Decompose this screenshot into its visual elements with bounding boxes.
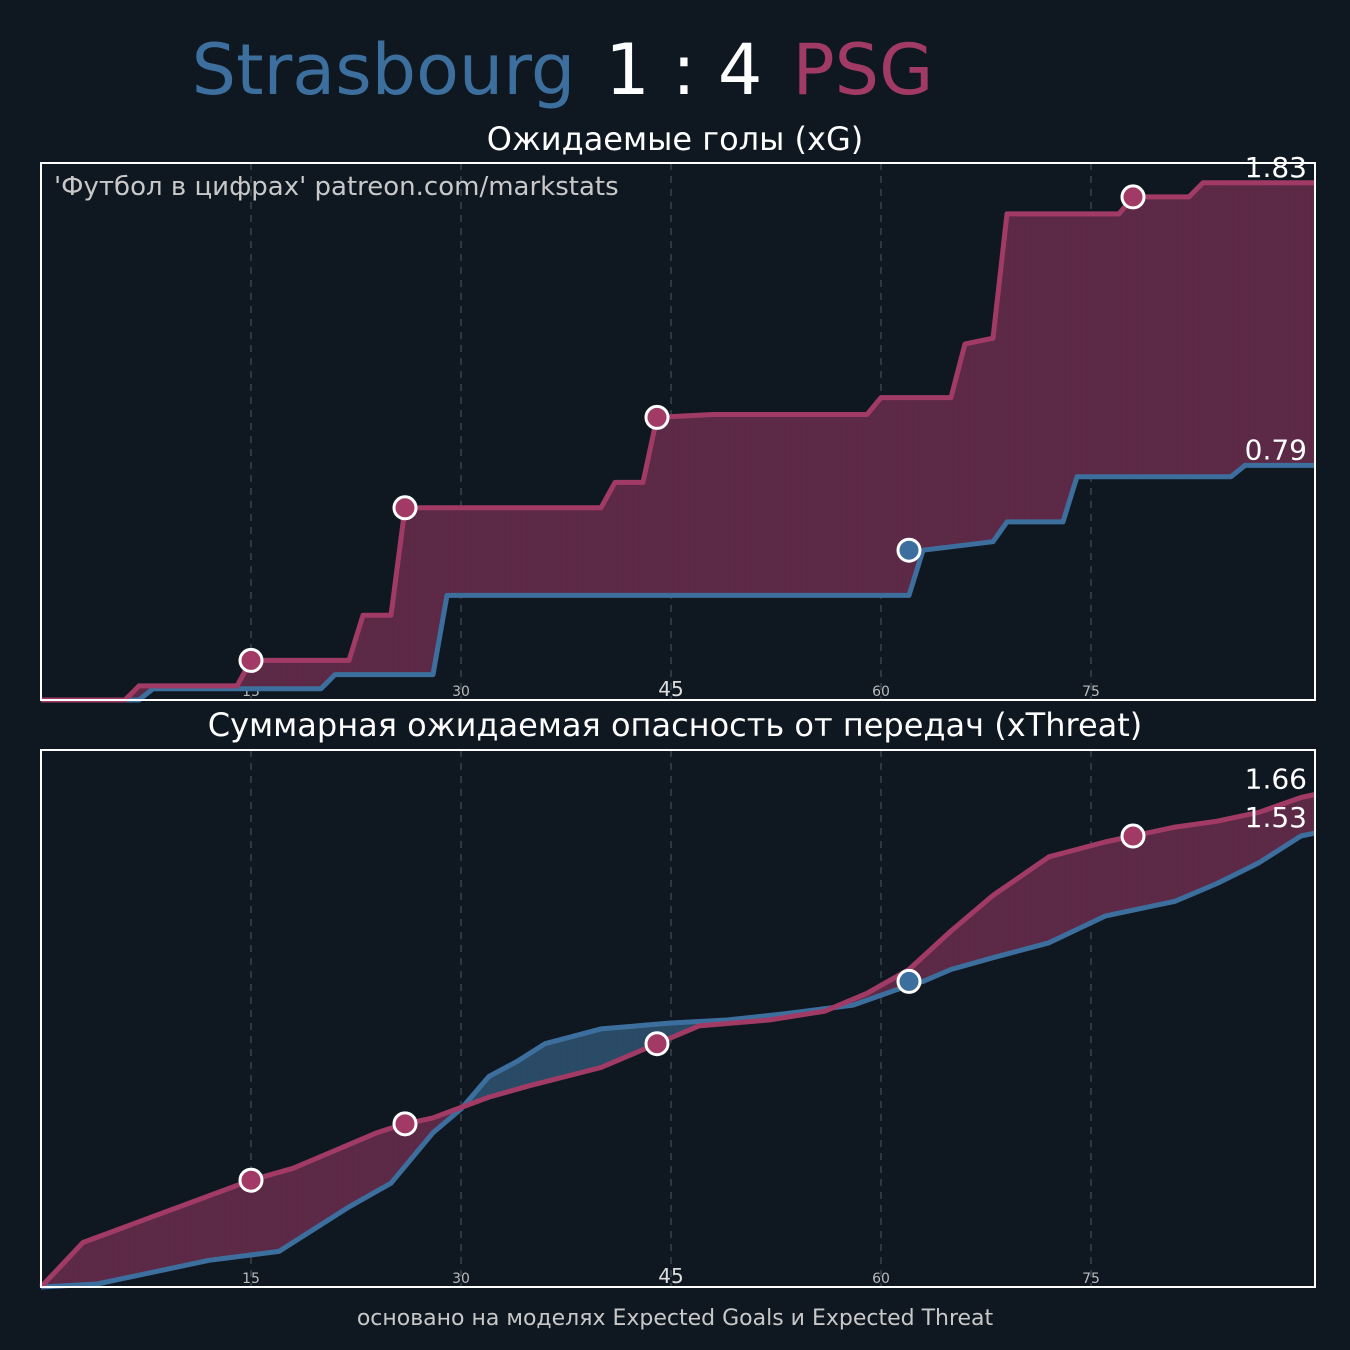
score: 1 : 4 (605, 29, 763, 111)
x-tick-label: 75 (1082, 1271, 1100, 1287)
series-line-strasbourg (40, 830, 1316, 1290)
goal-marker (392, 495, 418, 521)
goal-marker (238, 647, 264, 673)
chart-panel-1: 15 30 45 60 75 1.66 1.53 (39, 749, 1316, 1290)
xg-chart-title: Ожидаемые голы (xG) (486, 120, 864, 158)
scoreline: Strasbourg 1 : 4 PSG (0, 30, 1125, 110)
goal-marker (238, 1167, 264, 1193)
away-team-name: PSG (792, 29, 934, 111)
end-value-label: 1.66 (1245, 763, 1307, 796)
x-tick-label: 45 (658, 677, 683, 701)
chart-frame (40, 162, 1316, 701)
x-tick-label: 75 (1082, 684, 1100, 700)
x-tick-label: 30 (452, 684, 470, 700)
goal-marker (896, 537, 922, 563)
goal-marker (1120, 184, 1146, 210)
chart-frame (40, 749, 1316, 1288)
goal-marker (644, 1031, 670, 1057)
goal-marker (1120, 823, 1146, 849)
x-tick-label: 60 (872, 684, 890, 700)
chart-panel-0: 15 30 45 60 751.830.79 (40, 151, 1316, 703)
x-tick-label: 60 (872, 1271, 890, 1287)
footer-note: основано на моделях Expected Goals и Exp… (356, 1306, 994, 1331)
home-team-name: Strasbourg (191, 29, 576, 111)
end-value-label: 1.53 (1245, 801, 1307, 834)
end-value-label: 1.83 (1245, 151, 1307, 184)
goal-marker (392, 1111, 418, 1137)
xthreat-chart-title: Суммарная ожидаемая опасность от передач… (207, 706, 1143, 744)
x-tick-label: 45 (658, 1264, 683, 1288)
end-value-label: 0.79 (1245, 433, 1307, 466)
x-tick-label: 30 (452, 1271, 470, 1287)
x-tick-label: 15 (242, 1271, 260, 1287)
watermark: 'Футбол в цифрах' patreon.com/markstats (54, 172, 619, 202)
goal-marker (896, 968, 922, 994)
goal-marker (644, 404, 670, 430)
series-line-strasbourg (41, 462, 1315, 703)
